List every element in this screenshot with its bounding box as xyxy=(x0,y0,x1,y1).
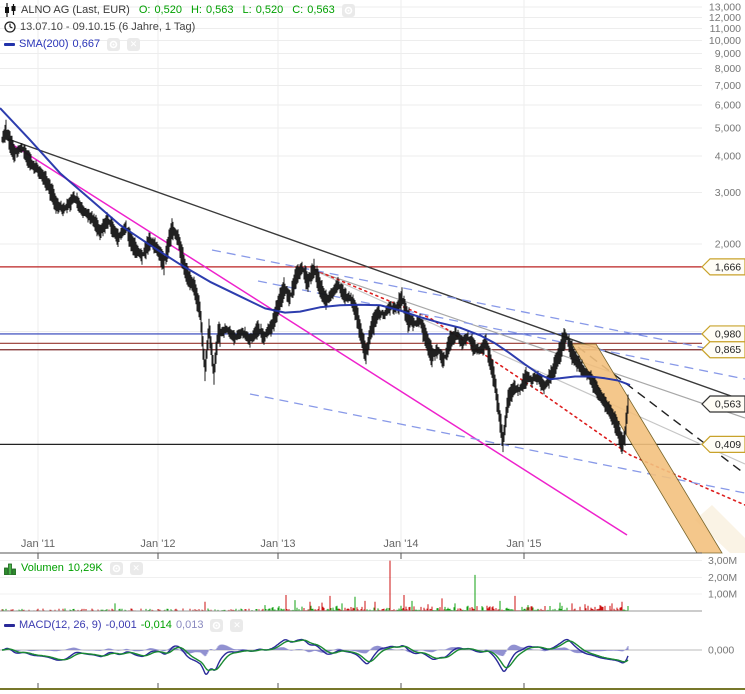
trendline-downtrend-magenta xyxy=(9,142,628,536)
price-tag: 0,563 xyxy=(701,395,745,413)
price-tag-shape xyxy=(701,341,745,359)
ohlc-low-label: L: xyxy=(242,4,252,16)
volume-axis-label: 1,00M xyxy=(708,589,737,601)
y-axis-label: 8,000 xyxy=(715,63,741,75)
price-tag-label: 0,980 xyxy=(715,328,741,340)
trend-channel-band xyxy=(571,343,723,554)
ohlc-close: 0,563 xyxy=(307,4,335,16)
x-axis-label: Jan '12 xyxy=(140,538,175,550)
macd-label: MACD(12, 26, 9) xyxy=(19,619,102,631)
price-tag: 0,980 xyxy=(701,325,745,343)
band-fade xyxy=(695,505,745,553)
volume-axis-label: 3,00M xyxy=(708,555,737,567)
macd-signal-value: -0,014 xyxy=(140,619,172,631)
volume-value: 10,29K xyxy=(67,562,103,574)
y-axis-label: 12,000 xyxy=(709,12,741,24)
trendline-gray-fan-1 xyxy=(312,269,745,419)
y-axis-label: 3,000 xyxy=(715,187,741,199)
ohlc-low: 0,520 xyxy=(255,4,284,16)
trendline-blue-dashed-2 xyxy=(257,280,745,380)
price-tag-label: 0,409 xyxy=(715,439,741,451)
y-axis-label: 7,000 xyxy=(715,80,741,92)
x-axis-label: Jan '11 xyxy=(21,538,55,550)
volume-pane xyxy=(0,560,702,612)
volume-bars-icon xyxy=(4,563,16,575)
instrument-settings-gear-icon[interactable] xyxy=(341,3,355,17)
price-tag-label: 1,666 xyxy=(715,261,741,273)
macd-settings-gear-icon[interactable] xyxy=(210,618,224,632)
instrument-legend-row[interactable]: ALNO AG (Last, EUR) O: 0,520 H: 0,563 L:… xyxy=(4,3,355,17)
price-tag-label: 0,563 xyxy=(715,399,741,411)
sma200-line xyxy=(0,107,631,387)
sma-line-icon xyxy=(4,42,15,46)
y-axis-label: 9,000 xyxy=(715,48,741,60)
price-tag: 0,865 xyxy=(701,341,745,359)
volume-close-icon[interactable]: ✕ xyxy=(129,561,143,575)
annotations xyxy=(0,138,745,554)
macd-close-icon[interactable]: ✕ xyxy=(230,618,244,632)
sma-legend-row[interactable]: SMA(200) 0,667 ✕ xyxy=(4,37,141,51)
volume-bars-up xyxy=(2,574,629,611)
x-axis-label: Jan '15 xyxy=(506,538,541,550)
ohlc-high: 0,563 xyxy=(205,4,234,16)
sma-value: 0,667 xyxy=(72,38,101,50)
x-axis-label: Jan '14 xyxy=(383,538,418,550)
price-tag-shape xyxy=(701,435,745,454)
y-axis-label: 6,000 xyxy=(715,99,741,111)
macd-line-icon xyxy=(4,623,15,627)
trendline-blue-dashed-1 xyxy=(211,249,745,357)
y-axis-label: 4,000 xyxy=(715,151,741,163)
y-axis-label: 11,000 xyxy=(710,23,741,35)
macd-histogram xyxy=(2,644,629,657)
price-tag-shape xyxy=(701,258,745,276)
price-tag-shape xyxy=(701,325,745,343)
volume-legend-row[interactable]: Volumen 10,29K ✕ xyxy=(4,561,143,575)
date-range: 13.07.10 - 09.10.15 (6 Jahre, 1 Tag) xyxy=(20,21,196,33)
gridlines xyxy=(0,0,702,553)
sma-close-icon[interactable]: ✕ xyxy=(127,37,141,51)
price-tags: 1,666 0,980 0,865 0,563 0,409 xyxy=(701,258,745,454)
y-axis-label: 10,000 xyxy=(709,35,741,47)
candlestick-icon xyxy=(5,3,16,17)
period-legend-row: 13.07.10 - 09.10.15 (6 Jahre, 1 Tag) xyxy=(4,20,195,34)
ohlc-open-label: O: xyxy=(138,4,151,16)
macd-legend-row[interactable]: MACD(12, 26, 9) -0,001 -0,014 0,013 ✕ xyxy=(4,618,244,632)
y-axis-label: 5,000 xyxy=(715,122,741,134)
macd-value: -0,001 xyxy=(105,619,137,631)
macd-signal-line xyxy=(2,639,629,671)
volume-label: Volumen xyxy=(21,562,64,574)
sma-settings-gear-icon[interactable] xyxy=(107,37,121,51)
price-tag-label: 0,865 xyxy=(715,344,741,356)
trendline-downtrend-main xyxy=(7,138,745,402)
candlesticks xyxy=(1,119,629,454)
y-axis-label: 2,000 xyxy=(715,238,741,250)
price-tag: 0,409 xyxy=(701,435,745,454)
ohlc-high-label: H: xyxy=(190,4,202,16)
price-tag-shape xyxy=(701,395,745,413)
volume-settings-gear-icon[interactable] xyxy=(109,561,123,575)
ohlc-close-label: C: xyxy=(292,4,304,16)
price-pane xyxy=(0,107,631,454)
sma-label: SMA(200) xyxy=(19,38,69,50)
price-tag: 1,666 xyxy=(701,258,745,276)
volume-axis-label: 2,00M xyxy=(708,572,737,584)
macd-axis-label: 0,000 xyxy=(708,645,734,657)
macd-hist-value: 0,013 xyxy=(175,619,204,631)
clock-icon xyxy=(4,21,16,33)
macd-line xyxy=(1,638,629,675)
y-axis-label: 13,000 xyxy=(709,2,741,14)
x-axis-label: Jan '13 xyxy=(260,538,295,550)
macd-pane xyxy=(0,638,702,675)
instrument-name: ALNO AG (Last, EUR) xyxy=(21,4,130,16)
ohlc-open: 0,520 xyxy=(154,4,182,16)
